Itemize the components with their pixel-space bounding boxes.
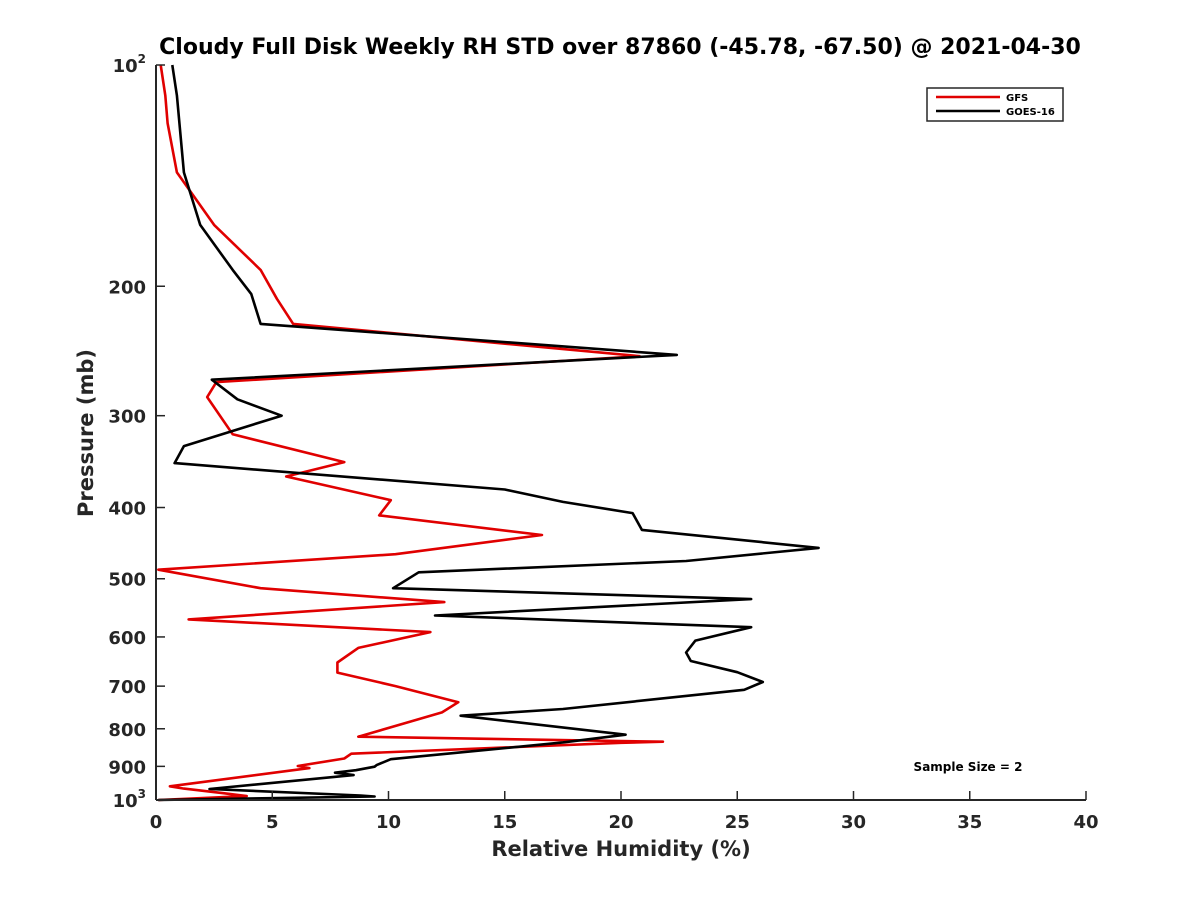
- y-tick-label: 102: [113, 52, 146, 77]
- sample-size-annotation: Sample Size = 2: [914, 760, 1023, 774]
- legend-label-goes16: GOES-16: [1006, 107, 1055, 118]
- x-tick-label: 25: [725, 812, 750, 833]
- y-tick-label: 300: [108, 407, 146, 428]
- y-ticks: 102 200 300 400 500 600 700 800 900 103: [108, 52, 165, 812]
- y-tick-label: 700: [108, 677, 146, 698]
- x-tick-label: 15: [492, 812, 517, 833]
- x-axis-label: Relative Humidity (%): [491, 837, 750, 861]
- y-tick-label: 400: [108, 499, 146, 520]
- y-tick-label: 600: [108, 628, 146, 649]
- x-ticks: 0 5 10 15 20 25 30 35 40: [150, 791, 1099, 833]
- x-tick-label: 30: [841, 812, 866, 833]
- chart-title: Cloudy Full Disk Weekly RH STD over 8786…: [159, 35, 1081, 60]
- y-tick-label: 900: [108, 757, 146, 778]
- y-tick-label: 103: [113, 787, 146, 812]
- y-tick-label: 200: [108, 277, 146, 298]
- x-tick-label: 20: [608, 812, 633, 833]
- legend-box: [926, 87, 1064, 122]
- x-tick-label: 10: [376, 812, 401, 833]
- series-layer: [157, 64, 820, 802]
- y-tick-label: 500: [108, 570, 146, 591]
- x-tick-label: 5: [266, 812, 279, 833]
- legend-label-gfs: GFS: [1006, 93, 1028, 104]
- x-tick-label: 35: [957, 812, 982, 833]
- y-tick-label: 800: [108, 720, 146, 741]
- y-axis-label: Pressure (mb): [74, 349, 98, 517]
- x-tick-label: 0: [150, 812, 163, 833]
- series-line-gfs: [157, 64, 665, 802]
- series-line-goes16: [158, 64, 820, 802]
- legend: GFS GOES-16: [926, 87, 1064, 122]
- plot-area: 0 5 10 15 20 25 30 35 40 102 200 300 400 500 600 700 80…: [108, 52, 1098, 833]
- x-tick-label: 40: [1073, 812, 1098, 833]
